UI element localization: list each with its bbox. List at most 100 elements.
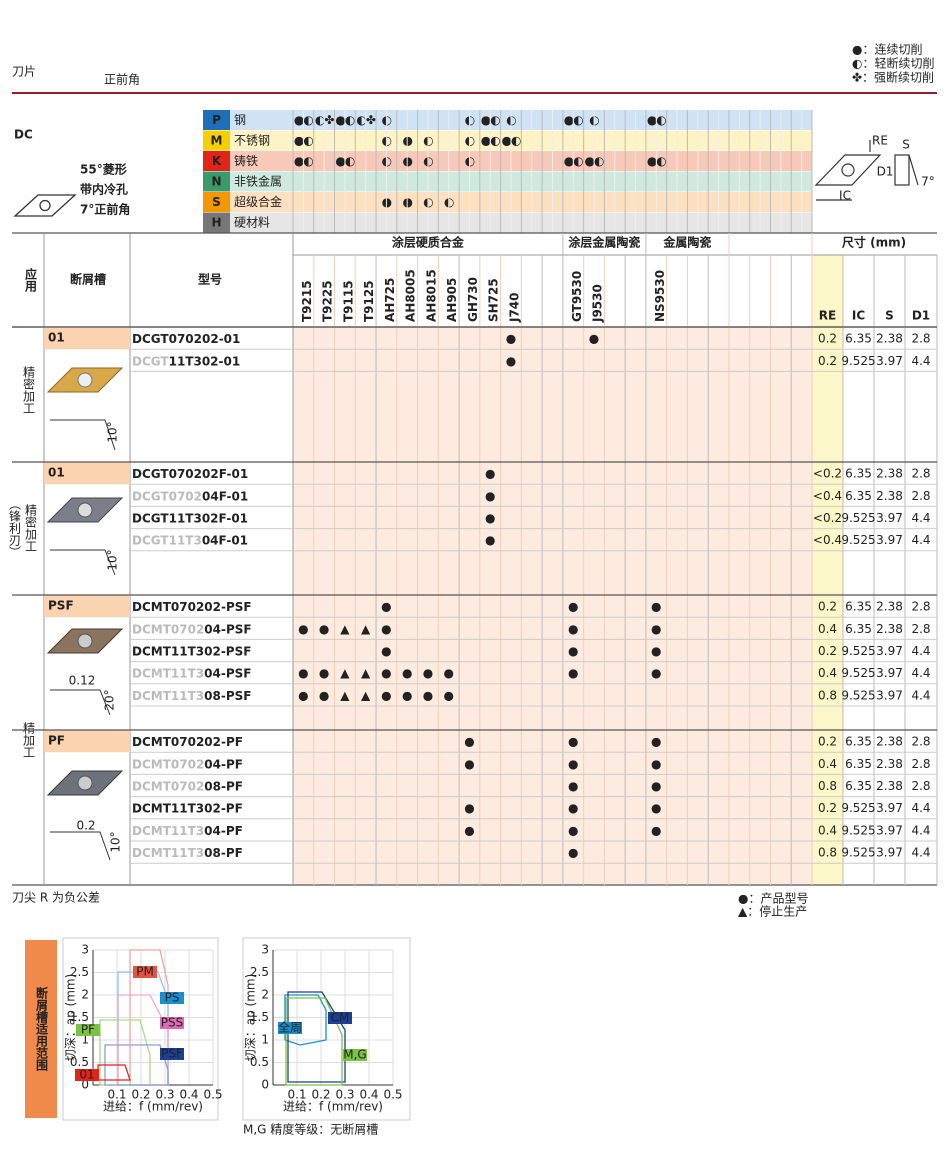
dimension: 3.97 [876, 823, 903, 837]
header-dim: IC [852, 309, 865, 323]
model-part: 04F-01 [202, 533, 248, 547]
chart-sidebar [25, 940, 57, 1118]
material-mark: ◐ [506, 113, 516, 127]
dimension: 0.8 [818, 779, 837, 793]
grade-name: T9125 [362, 280, 376, 322]
availability: ● [381, 644, 391, 658]
model-part: DCGT11T302F-01 [132, 511, 248, 525]
model-part: 04F-01 [202, 489, 248, 503]
material-mark: ◐ [444, 195, 454, 209]
material-mark: ● [382, 195, 392, 209]
material-mark: ●◐ [564, 154, 583, 168]
profile-label: 0.12 [69, 674, 96, 688]
header-dim: RE [819, 309, 836, 323]
header-model: 型号 [198, 272, 222, 287]
x-axis-label: 进给：f (mm/rev) [103, 1100, 203, 1114]
region-tag [160, 1017, 184, 1029]
dimension: <0.4 [813, 533, 842, 547]
grade-name: T9225 [321, 280, 335, 322]
dimension: 0.2 [818, 600, 837, 614]
dim-label: D1 [877, 165, 894, 179]
dimension: 9.525 [841, 801, 875, 815]
model-part: DCMT11T3 [132, 846, 204, 860]
dimension: <0.4 [813, 489, 842, 503]
region-tag [328, 1012, 352, 1024]
material-mark: ◐ [589, 113, 599, 127]
material-mark: ● [402, 195, 412, 209]
material-mark: ◐✤ [356, 113, 375, 127]
availability: ● [651, 622, 661, 636]
model: DCMT070204-PF [132, 757, 243, 771]
availability: ● [651, 823, 661, 837]
region-label: CM [331, 1011, 350, 1025]
availability: ● [464, 801, 474, 815]
dimension: 3.97 [876, 644, 903, 658]
availability: ● [423, 666, 433, 680]
grade-name: SH725 [487, 278, 501, 322]
model-part: DCMT0702 [132, 757, 204, 771]
material-name: 硬材料 [234, 216, 270, 230]
model-part: 04-PSF [204, 666, 251, 680]
dimension: 9.525 [841, 846, 875, 860]
dimension: 9.525 [841, 666, 875, 680]
availability: ● [568, 622, 578, 636]
dimension: 4.4 [911, 666, 930, 680]
availability: ● [568, 823, 578, 837]
dimension: 0.8 [818, 688, 837, 702]
grade-name: J740 [507, 292, 521, 323]
dimension: 6.35 [845, 467, 872, 481]
dimension: 0.2 [818, 644, 837, 658]
dimension: 3.97 [876, 666, 903, 680]
model-part: DCMT070202-PSF [132, 600, 252, 614]
dimension: 2.38 [876, 779, 903, 793]
region-tag [133, 966, 157, 978]
dim-label: 7° [921, 175, 935, 189]
symbol-note: ▲：停止生产 [738, 904, 807, 919]
region-label: PF [81, 1023, 95, 1037]
availability: ● [319, 622, 329, 636]
material-mark: ◐ [465, 134, 475, 148]
model: DCMT11T302-PSF [132, 644, 251, 658]
region-tag [75, 1069, 99, 1081]
model-part: 08-PSF [204, 688, 251, 702]
material-mark: ◐ [465, 154, 475, 168]
dim-label: RE [872, 134, 888, 148]
grade-name: T9215 [300, 280, 314, 322]
dimension: 0.2 [818, 354, 837, 368]
model-part: DCGT0702 [132, 489, 202, 503]
dimension: 2.8 [911, 735, 930, 749]
x-tick-label: 0.4 [359, 1088, 378, 1102]
chipbreaker-cell [44, 327, 130, 350]
insert-desc: 55°菱形 [80, 162, 127, 177]
dimension: 9.525 [841, 688, 875, 702]
availability: ● [568, 757, 578, 771]
insert-code: DC [14, 128, 33, 142]
application: （锋利刃） [8, 498, 22, 558]
chipbreaker-cell [44, 595, 130, 618]
model-part: DCMT11T302-PSF [132, 644, 251, 658]
dimension: <0.2 [813, 511, 842, 525]
dimension: 4.4 [911, 801, 930, 815]
y-axis-label: 切深：ap (mm) [64, 974, 78, 1062]
y-tick-label: 1.5 [70, 1010, 89, 1024]
availability: ● [651, 600, 661, 614]
dimension: 9.525 [841, 644, 875, 658]
availability: ● [319, 666, 329, 680]
dimension: 4.4 [911, 823, 930, 837]
region-tag [160, 1048, 184, 1060]
model: DCGT070202F-01 [132, 467, 248, 481]
y-tick-label: 2.5 [250, 965, 269, 979]
material-code: P [212, 113, 221, 127]
availability: ● [381, 600, 391, 614]
dimension: <0.2 [813, 467, 842, 481]
material-name: 铸铁 [234, 153, 258, 168]
dimension: 6.35 [845, 600, 872, 614]
model: DCMT11T302-PF [132, 801, 243, 815]
dimension: 3.97 [876, 533, 903, 547]
insert-desc: 带内冷孔 [80, 182, 128, 197]
material-mark: ●◐ [294, 154, 313, 168]
grade-name: T9115 [341, 280, 355, 322]
availability: ● [381, 688, 391, 702]
dimension: 3.97 [876, 846, 903, 860]
